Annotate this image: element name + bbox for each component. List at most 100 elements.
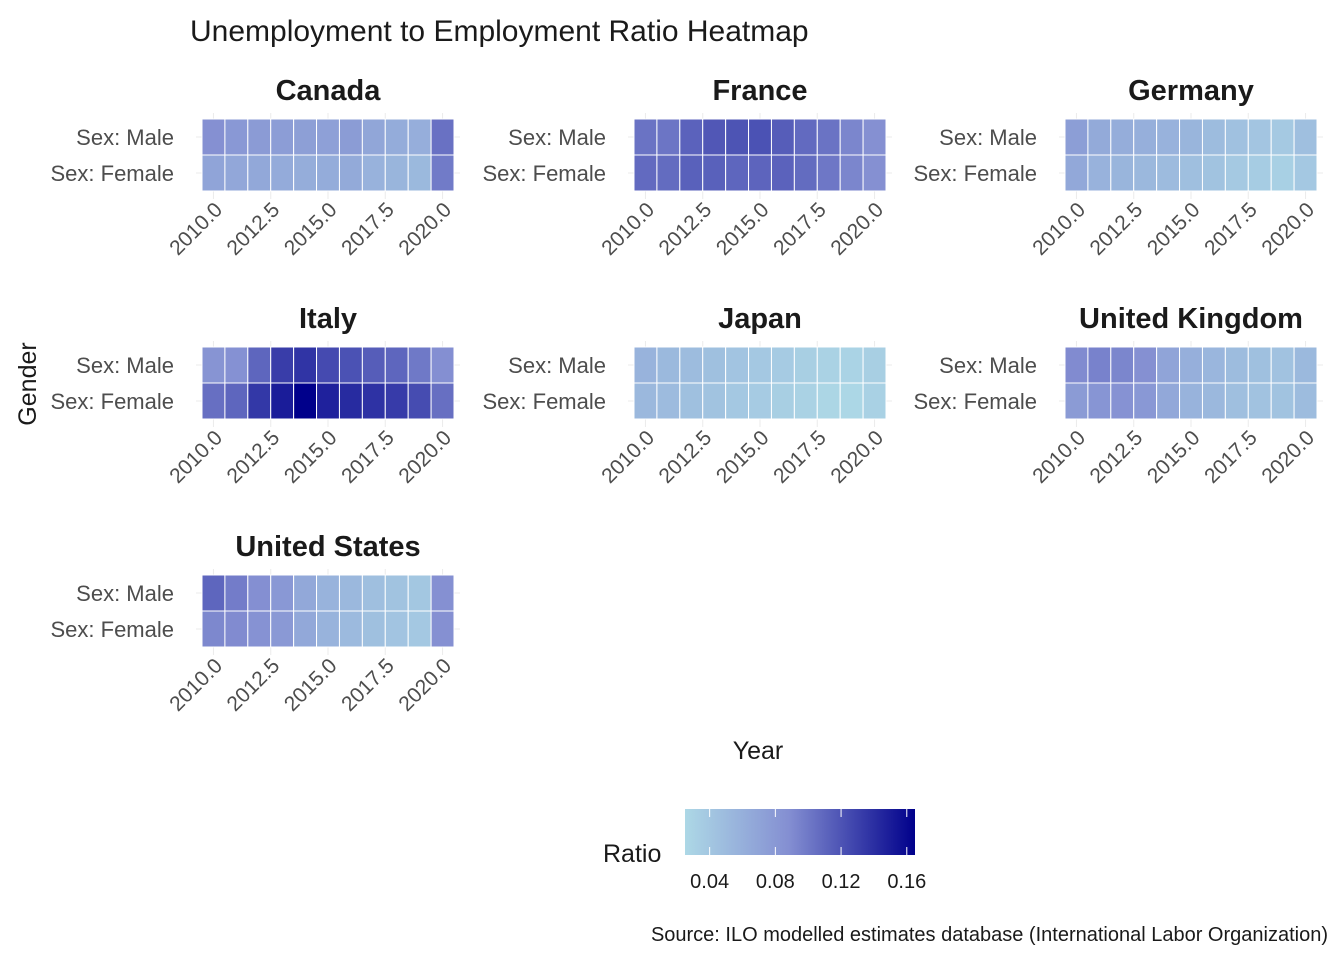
x-tick-label: 2010.0: [597, 198, 659, 260]
heatmap-cell: [293, 610, 318, 648]
heatmap-cell: [1179, 346, 1203, 384]
heatmap-cell: [1270, 346, 1295, 384]
heatmap-cell: [702, 118, 727, 156]
heatmap-cell: [679, 346, 704, 384]
heatmap-cell: [361, 118, 386, 156]
x-tick-label: 2020.0: [826, 426, 888, 488]
x-tick-label: 2020.0: [826, 198, 888, 260]
row-label: Sex: Male: [76, 581, 174, 606]
heatmap-cell: [839, 346, 864, 384]
x-tick-label: 2017.5: [769, 426, 831, 488]
heatmap-cell: [633, 154, 658, 192]
x-tick-label: 2012.5: [223, 426, 285, 488]
heatmap-cell: [1064, 346, 1089, 384]
heatmap-cell: [1179, 118, 1203, 156]
heatmap-cell: [1201, 382, 1226, 420]
heatmap-cell: [270, 610, 295, 648]
heatmap-cell: [816, 346, 841, 384]
heatmap-cell: [224, 118, 249, 156]
heatmap-cell: [1087, 346, 1112, 384]
facet-united-kingdom: United Kingdom Sex: Male Sex: Female 2010.0…: [914, 303, 1323, 488]
heatmap-cell: [201, 118, 226, 156]
heatmap-cell: [1270, 382, 1295, 420]
heatmap-cell: [247, 574, 272, 612]
heatmap-cell: [384, 154, 409, 192]
heatmap-cell: [1064, 118, 1089, 156]
heatmap-cell: [201, 382, 226, 420]
x-tick-label: 2015.0: [280, 426, 342, 488]
heatmap-cell: [201, 574, 226, 612]
heatmap-cell: [1110, 118, 1135, 156]
heatmap-cell: [1247, 118, 1272, 156]
x-tick-label: 2020.0: [1257, 198, 1319, 260]
heatmap-cell: [270, 382, 295, 420]
facet-title: United Kingdom: [1079, 303, 1303, 335]
heatmap-cell: [793, 346, 818, 384]
heatmap-cell: [247, 610, 272, 648]
heatmap-cell: [316, 382, 340, 420]
heatmap-cell: [247, 154, 272, 192]
heatmap-cell: [338, 382, 363, 420]
heatmap-cell: [1201, 154, 1226, 192]
heatmap-cell: [1133, 346, 1158, 384]
x-tick-label: 2015.0: [712, 198, 774, 260]
heatmap-cell: [407, 574, 432, 612]
row-label: Sex: Male: [939, 353, 1037, 378]
heatmap-cell: [679, 382, 704, 420]
heatmap-cell: [224, 574, 249, 612]
heatmap-cell: [748, 346, 772, 384]
heatmap-cell: [1064, 154, 1089, 192]
heatmap-cell: [1133, 118, 1158, 156]
heatmap-cell: [1247, 346, 1272, 384]
heatmap-cell: [679, 118, 704, 156]
heatmap-cell: [702, 346, 727, 384]
heatmap-cell: [407, 610, 432, 648]
heatmap-cell: [293, 154, 318, 192]
heatmap-cell: [770, 154, 795, 192]
facet-title: Japan: [718, 303, 802, 335]
chart-title: Unemployment to Employment Ratio Heatmap: [190, 15, 809, 48]
facet-title: Canada: [276, 75, 382, 107]
x-tick-label: 2012.5: [223, 198, 285, 260]
color-legend: Ratio 0.04 0.08 0.12 0.16: [603, 809, 926, 893]
heatmap-cell: [361, 382, 386, 420]
heatmap-cell: [361, 154, 386, 192]
x-tick-label: 2012.5: [655, 198, 717, 260]
legend-tick-label: 0.08: [756, 871, 795, 893]
x-tick-label: 2017.5: [769, 198, 831, 260]
row-label: Sex: Female: [51, 161, 175, 186]
heatmap-cell: [839, 154, 864, 192]
x-tick-label: 2012.5: [655, 426, 717, 488]
legend-ticks: 0.04 0.08 0.12 0.16: [690, 809, 926, 893]
row-label: Sex: Male: [76, 353, 174, 378]
heatmap-cell: [384, 610, 409, 648]
heatmap-cell: [224, 610, 249, 648]
heatmap-cell: [338, 610, 363, 648]
heatmap-cell: [1224, 346, 1249, 384]
heatmap-cell: [338, 118, 363, 156]
heatmap-cell: [293, 118, 318, 156]
heatmap-cell: [270, 574, 295, 612]
heatmap-cell: [725, 118, 750, 156]
row-label: Sex: Female: [914, 161, 1038, 186]
heatmap-cell: [1110, 346, 1135, 384]
heatmap-cell: [430, 574, 455, 612]
heatmap-cell: [839, 382, 864, 420]
heatmap-cell: [793, 382, 818, 420]
heatmap-cell: [725, 154, 750, 192]
x-tick-label: 2015.0: [280, 198, 342, 260]
legend-tick-label: 0.04: [690, 871, 729, 893]
heatmap-cell: [1293, 382, 1318, 420]
facet-title: France: [712, 75, 807, 107]
x-tick-label: 2015.0: [1143, 198, 1205, 260]
heatmap-cell: [384, 346, 409, 384]
heatmap-cell: [407, 154, 432, 192]
heatmap-cell: [656, 118, 681, 156]
heatmap-cell: [702, 154, 727, 192]
heatmap-cell: [1064, 382, 1089, 420]
heatmap-cell: [1201, 118, 1226, 156]
